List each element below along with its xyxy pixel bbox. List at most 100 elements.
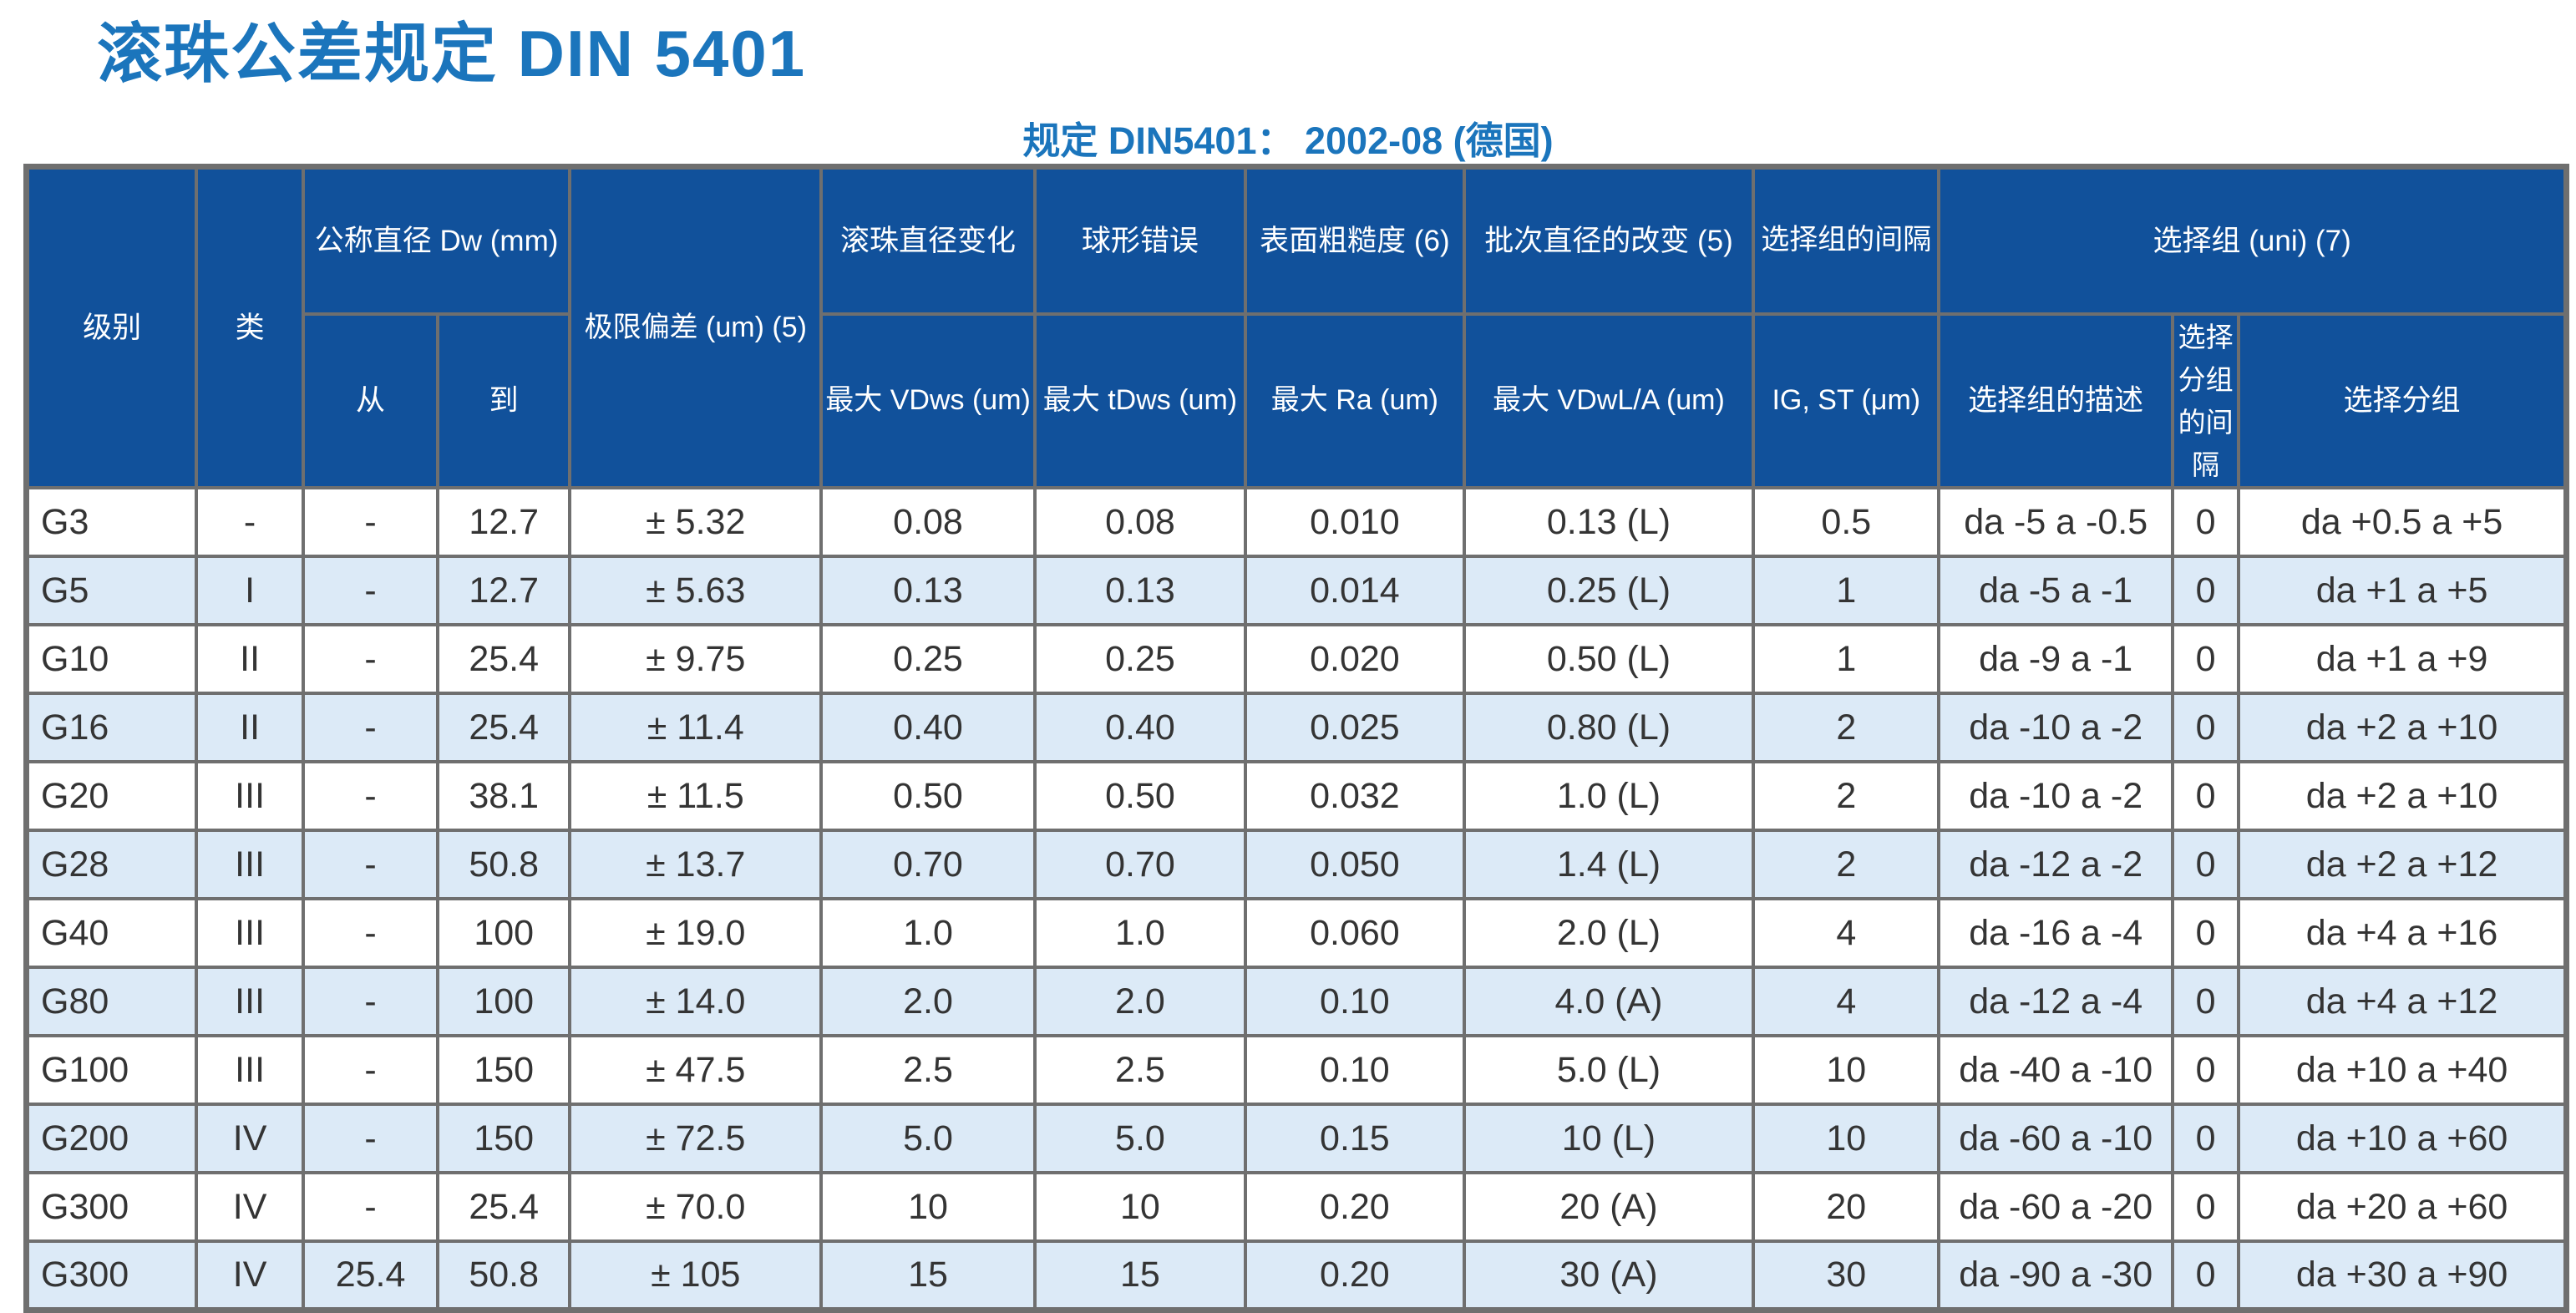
table-cell: 150 bbox=[436, 1034, 572, 1107]
table-header: 级别 类 公称直径 Dw (mm) 极限偏差 (um) (5) 滚珠直径变化 球… bbox=[24, 165, 2568, 490]
table-cell: 0.50 bbox=[1032, 760, 1248, 833]
table-cell: 12.7 bbox=[436, 486, 572, 559]
page-title: 滚珠公差规定 DIN 5401 bbox=[97, 17, 807, 90]
table-cell: III bbox=[195, 897, 305, 970]
table-cell: 0.25 (L) bbox=[1462, 555, 1756, 627]
table-cell: da +10 a +40 bbox=[2237, 1034, 2568, 1107]
table-row: G100 III -150 ± 47.5 2.5 2.5 0.10 5.0 (L) 10 da -… bbox=[24, 1034, 2568, 1107]
table-cell: 0.13 (L) bbox=[1462, 486, 1756, 559]
table-cell: ± 70.0 bbox=[568, 1171, 824, 1244]
col-header-max-vdws: 最大 VDws (um) bbox=[819, 312, 1037, 490]
table-cell: 0 bbox=[2171, 555, 2241, 627]
row-level-cell: G200 bbox=[24, 1103, 199, 1175]
table-row: G5 I -12.7 ± 5.63 0.13 0.13 0.014 0.25 (L) 1 da -… bbox=[24, 555, 2568, 627]
table-cell: ± 5.63 bbox=[568, 555, 824, 627]
table-cell: ± 9.75 bbox=[568, 623, 824, 696]
table-cell: 0.25 bbox=[819, 623, 1037, 696]
table-cell: 4 bbox=[1752, 897, 1941, 970]
table-cell: 25.4 bbox=[301, 1239, 440, 1312]
table-cell: 0.50 (L) bbox=[1462, 623, 1756, 696]
col-header-max-vdwla: 最大 VDwL/A (um) bbox=[1462, 312, 1756, 490]
table-cell: 0.40 bbox=[819, 692, 1037, 764]
col-header-limit-deviation: 极限偏差 (um) (5) bbox=[568, 165, 824, 490]
table-cell: 30 bbox=[1752, 1239, 1941, 1312]
table-cell: da -5 a -1 bbox=[1937, 555, 2175, 627]
table-cell: 50.8 bbox=[436, 829, 572, 901]
table-cell: 0.20 bbox=[1244, 1171, 1466, 1244]
table-cell: da -5 a -0.5 bbox=[1937, 486, 2175, 559]
table-row: G10 II -25.4 ± 9.75 0.25 0.25 0.020 0.50 (L) 1 da… bbox=[24, 623, 2568, 696]
row-level-cell: G5 bbox=[24, 555, 199, 627]
table-cell: 38.1 bbox=[436, 760, 572, 833]
col-header-selection-group: 选择组 (uni) (7) bbox=[1937, 165, 2568, 316]
table-row: G20 III -38.1 ± 11.5 0.50 0.50 0.032 1.0 (L) 2 da… bbox=[24, 760, 2568, 833]
table-cell: 10 bbox=[1752, 1103, 1941, 1175]
table-cell: 0.80 (L) bbox=[1462, 692, 1756, 764]
table-cell: 0 bbox=[2171, 760, 2241, 833]
table-cell: - bbox=[301, 966, 440, 1038]
table-cell: 5.0 bbox=[1032, 1103, 1248, 1175]
spec-table-container: 级别 类 公称直径 Dw (mm) 极限偏差 (um) (5) 滚珠直径变化 球… bbox=[23, 164, 2569, 1313]
table-cell: 25.4 bbox=[436, 623, 572, 696]
table-cell: 25.4 bbox=[436, 692, 572, 764]
table-cell: 1.0 (L) bbox=[1462, 760, 1756, 833]
table-cell: ± 14.0 bbox=[568, 966, 824, 1038]
table-cell: 0.050 bbox=[1244, 829, 1466, 901]
table-cell: da -90 a -30 bbox=[1937, 1239, 2175, 1312]
table-cell: 0.70 bbox=[1032, 829, 1248, 901]
table-cell: da +20 a +60 bbox=[2237, 1171, 2568, 1244]
table-row: G3- -12.7 ± 5.32 0.08 0.08 0.010 0.13 (L) 0.5 da… bbox=[24, 486, 2568, 559]
table-cell: da -12 a -4 bbox=[1937, 966, 2175, 1038]
col-header-class: 类 bbox=[195, 165, 305, 490]
table-cell: ± 13.7 bbox=[568, 829, 824, 901]
table-cell: 1.0 bbox=[1032, 897, 1248, 970]
table-cell: - bbox=[301, 1171, 440, 1244]
table-cell: 4.0 (A) bbox=[1462, 966, 1756, 1038]
table-row: G40 III -100 ± 19.0 1.0 1.0 0.060 2.0 (L) 4 da -1… bbox=[24, 897, 2568, 970]
table-cell: 150 bbox=[436, 1103, 572, 1175]
table-cell: 2.5 bbox=[1032, 1034, 1248, 1107]
table-cell: 1 bbox=[1752, 555, 1941, 627]
col-header-nominal-diameter: 公称直径 Dw (mm) bbox=[301, 165, 572, 316]
table-cell: da +2 a +10 bbox=[2237, 760, 2568, 833]
table-cell: da +2 a +12 bbox=[2237, 829, 2568, 901]
table-cell: 0 bbox=[2171, 966, 2241, 1038]
table-cell: da +2 a +10 bbox=[2237, 692, 2568, 764]
col-header-selection-subgroup-gap: 选择分组的间隔 bbox=[2171, 312, 2241, 490]
row-level-cell: G100 bbox=[24, 1034, 199, 1107]
table-cell: 10 (L) bbox=[1462, 1103, 1756, 1175]
table-cell: 0.5 bbox=[1752, 486, 1941, 559]
table-cell: 0 bbox=[2171, 692, 2241, 764]
table-cell: ± 11.4 bbox=[568, 692, 824, 764]
table-cell: - bbox=[301, 1103, 440, 1175]
table-cell: 0 bbox=[2171, 1239, 2241, 1312]
table-cell: 25.4 bbox=[436, 1171, 572, 1244]
table-cell: da -16 a -4 bbox=[1937, 897, 2175, 970]
table-cell: - bbox=[301, 897, 440, 970]
table-cell: 10 bbox=[1032, 1171, 1248, 1244]
table-cell: 1 bbox=[1752, 623, 1941, 696]
row-level-cell: G40 bbox=[24, 897, 199, 970]
table-cell: 2.0 bbox=[819, 966, 1037, 1038]
table-cell: da -12 a -2 bbox=[1937, 829, 2175, 901]
table-cell: 0.025 bbox=[1244, 692, 1466, 764]
table-cell: 0.40 bbox=[1032, 692, 1248, 764]
table-cell: 0.15 bbox=[1244, 1103, 1466, 1175]
table-cell: - bbox=[301, 829, 440, 901]
table-cell: 50.8 bbox=[436, 1239, 572, 1312]
table-cell: 10 bbox=[819, 1171, 1037, 1244]
table-body: G3- -12.7 ± 5.32 0.08 0.08 0.010 0.13 (L) 0.5 da… bbox=[24, 486, 2568, 1312]
table-cell: da +0.5 a +5 bbox=[2237, 486, 2568, 559]
row-level-cell: G80 bbox=[24, 966, 199, 1038]
table-cell: da -40 a -10 bbox=[1937, 1034, 2175, 1107]
table-cell: 2 bbox=[1752, 760, 1941, 833]
table-row: G16 II -25.4 ± 11.4 0.40 0.40 0.025 0.80 (L) 2 da… bbox=[24, 692, 2568, 764]
table-cell: 0 bbox=[2171, 486, 2241, 559]
table-cell: 0.020 bbox=[1244, 623, 1466, 696]
table-row: G28 III -50.8 ± 13.7 0.70 0.70 0.050 1.4 (L) 2 da… bbox=[24, 829, 2568, 901]
table-cell: 10 bbox=[1752, 1034, 1941, 1107]
col-header-ball-diameter-variation: 滚珠直径变化 bbox=[819, 165, 1037, 316]
col-header-sphericity-error: 球形错误 bbox=[1032, 165, 1248, 316]
table-row: G200 IV -150 ± 72.5 5.0 5.0 0.15 10 (L) 10 da -60… bbox=[24, 1103, 2568, 1175]
table-cell: 15 bbox=[1032, 1239, 1248, 1312]
